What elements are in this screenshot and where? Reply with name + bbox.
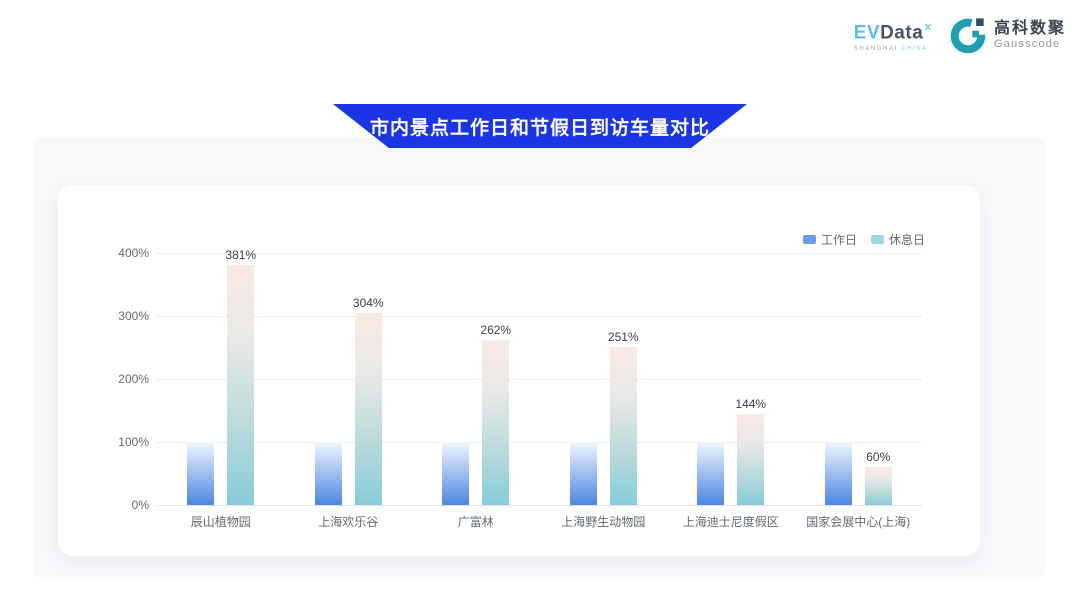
y-tick-label: 200% xyxy=(118,372,149,386)
gausscode-logo: 高科数聚 Gausscode xyxy=(949,16,1066,54)
bar-holiday[interactable] xyxy=(737,414,765,505)
bar-value-label: 262% xyxy=(480,322,512,337)
x-axis-label: 辰山植物园 xyxy=(190,515,251,529)
bar-workday[interactable] xyxy=(569,442,597,505)
page-title: 市内景点工作日和节假日到访车量对比 xyxy=(369,117,710,139)
gridline xyxy=(157,316,922,317)
gridline xyxy=(157,253,922,254)
x-axis-label: 上海欢乐谷 xyxy=(318,515,379,529)
chart-card: 工作日 休息日 381% 304% 262% 251% 144% 60% 辰山植物园 上海欢… xyxy=(58,185,980,556)
gausscode-cn-name: 高科数聚 xyxy=(993,19,1066,37)
gausscode-text: 高科数聚 Gausscode xyxy=(994,20,1066,51)
evdata-data-text: Data xyxy=(880,22,924,44)
y-tick-label: 0% xyxy=(131,498,149,512)
bar-value-label: 144% xyxy=(735,397,767,412)
chart-bars: 381% 304% 262% 251% 144% 60% xyxy=(157,248,923,505)
gridline xyxy=(157,442,922,443)
y-tick-label: 400% xyxy=(118,246,149,260)
legend-swatch-holiday xyxy=(870,235,884,244)
x-axis-label: 广富林 xyxy=(457,515,494,529)
evdata-wordmark: EVData✕ xyxy=(854,18,933,43)
content-panel: 工作日 休息日 381% 304% 262% 251% 144% 60% 辰山植物园 上海欢… xyxy=(33,138,1045,578)
legend-item-holiday[interactable]: 休息日 xyxy=(870,231,925,248)
bar-workday[interactable] xyxy=(314,442,342,505)
bar-value-label: 381% xyxy=(225,247,257,262)
title-banner: 市内景点工作日和节假日到访车量对比 xyxy=(333,104,747,148)
gridline xyxy=(157,379,922,380)
bar-value-label: 251% xyxy=(607,329,639,344)
gridline xyxy=(157,505,922,506)
y-tick-label: 300% xyxy=(118,309,149,323)
y-tick-label: 100% xyxy=(118,435,149,449)
gausscode-icon xyxy=(950,18,986,54)
header: EVData✕ SHANGHAI CHINA 高科数聚 Gausscode xyxy=(854,16,1066,54)
bar-workday[interactable] xyxy=(187,442,215,505)
bar-workday[interactable] xyxy=(697,442,725,505)
bar-group: 60% xyxy=(795,253,923,505)
bar-holiday[interactable] xyxy=(354,313,382,505)
bar-workday[interactable] xyxy=(442,442,470,505)
bar-value-label: 60% xyxy=(866,450,891,465)
x-axis-label: 上海野生动物园 xyxy=(561,515,646,529)
bar-holiday[interactable] xyxy=(864,467,892,505)
legend-swatch-workday xyxy=(802,235,816,244)
chart-legend: 工作日 休息日 xyxy=(802,231,925,248)
x-axis-label: 上海迪士尼度假区 xyxy=(682,515,779,529)
bar-group: 251% xyxy=(540,253,668,505)
bar-group: 144% xyxy=(667,253,795,505)
bar-value-label: 304% xyxy=(352,296,384,311)
legend-item-workday[interactable]: 工作日 xyxy=(802,231,857,248)
evdata-ev-text: EV xyxy=(853,22,881,44)
legend-label-workday: 工作日 xyxy=(820,233,857,247)
bar-holiday[interactable] xyxy=(227,264,255,505)
x-axis-label: 国家会展中心(上海) xyxy=(806,515,911,529)
bar-workday[interactable] xyxy=(824,442,852,505)
legend-label-holiday: 休息日 xyxy=(888,233,925,247)
chart-plot-area xyxy=(157,253,922,506)
evdata-subtext: SHANGHAI CHINA xyxy=(853,45,928,52)
bar-group: 304% xyxy=(285,253,413,505)
bar-group: 262% xyxy=(412,253,540,505)
bar-holiday[interactable] xyxy=(609,346,637,505)
bar-holiday[interactable] xyxy=(482,339,510,505)
evdata-x-icon: ✕ xyxy=(923,22,933,35)
evdata-logo: EVData✕ SHANGHAI CHINA xyxy=(854,18,933,51)
gausscode-en-name: Gausscode xyxy=(993,37,1061,50)
x-axis-labels: 辰山植物园 上海欢乐谷 广富林 上海野生动物园 上海迪士尼度假区 国家会展中心(上海) xyxy=(157,513,922,530)
bar-group: 381% xyxy=(157,248,285,505)
